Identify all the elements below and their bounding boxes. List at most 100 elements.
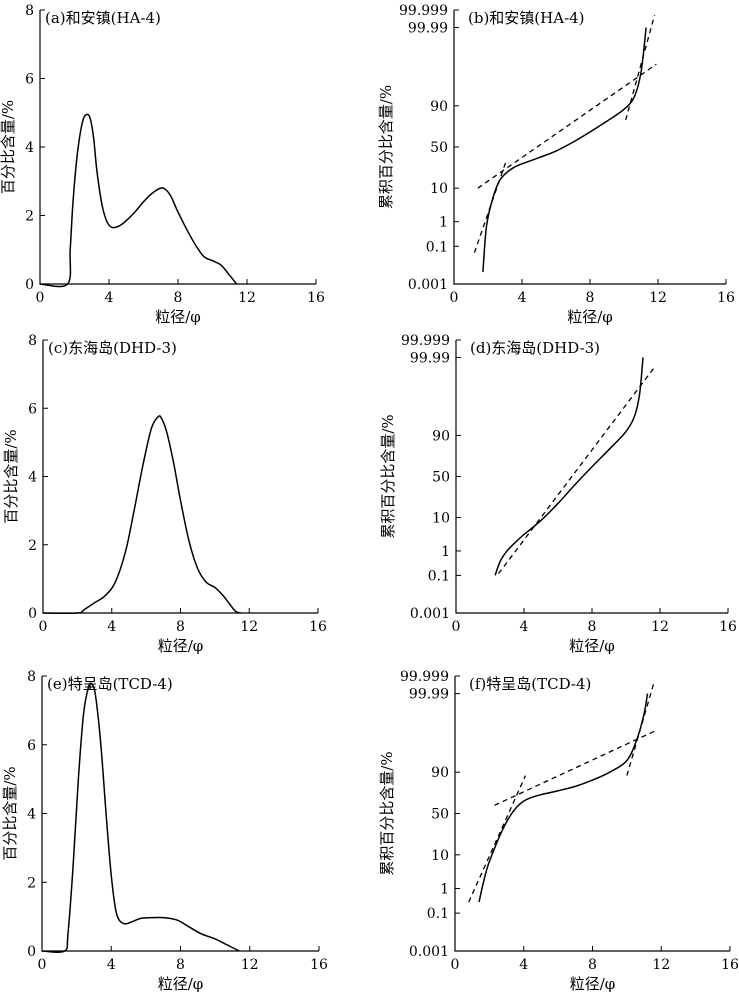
x-tick-label: 16 [721, 957, 739, 973]
y-tick-label: 50 [431, 807, 449, 823]
x-tick-label: 8 [588, 957, 597, 973]
y-tick-label: 0.1 [428, 568, 450, 584]
y-tick-label: 4 [28, 470, 37, 486]
series-line [39, 113, 238, 288]
x-tick-label: 12 [241, 957, 259, 973]
x-axis-label: 粒径/φ [158, 637, 204, 655]
fit-line [468, 775, 527, 903]
y-tick-label: 6 [25, 72, 34, 88]
x-tick-label: 16 [309, 619, 327, 635]
x-axis-label: 粒径/φ [567, 308, 613, 326]
axes-frame [454, 676, 730, 952]
y-tick-label: 99.99 [410, 350, 450, 366]
x-tick-label: 8 [588, 619, 597, 635]
y-tick-label: 2 [28, 538, 37, 554]
x-tick-label: 12 [240, 619, 258, 635]
y-axis-label: 百分比含量/% [0, 100, 17, 194]
panel-title: (c)东海岛(DHD-3) [48, 339, 177, 357]
y-tick-label: 99.999 [399, 3, 448, 19]
x-axis-label: 粒径/φ [155, 308, 201, 326]
x-tick-label: 16 [717, 290, 735, 306]
x-axis-label: 粒径/φ [570, 975, 616, 993]
x-tick-label: 12 [651, 619, 669, 635]
y-tick-label: 10 [430, 181, 448, 197]
y-tick-label: 0.001 [408, 277, 448, 293]
y-tick-label: 99.99 [409, 687, 449, 703]
panel-title: (e)特呈岛(TCD-4) [47, 675, 173, 693]
y-tick-label: 8 [28, 333, 37, 349]
fit-line [473, 159, 508, 253]
y-tick-label: 10 [431, 848, 449, 864]
x-tick-label: 4 [518, 290, 527, 306]
panel-title: (d)东海岛(DHD-3) [470, 339, 600, 357]
axes-frame [453, 10, 726, 285]
y-axis-label: 累积百分比含量/% [379, 414, 397, 538]
x-tick-label: 4 [107, 619, 116, 635]
x-tick-label: 0 [450, 290, 459, 306]
panel-a: 0 4 8 12 16 0 2 4 6 8 (a)和安镇(HA-4) 粒径/φ 百分比含量/% [0, 3, 325, 326]
y-tick-label: 0.001 [410, 606, 450, 622]
axes-frame [42, 340, 318, 614]
panel-c: 0 4 8 12 16 0 2 4 6 8 (c)东海岛(DHD-3) 粒径/φ 百分比含量/% [2, 333, 327, 655]
y-tick-label: 10 [432, 511, 450, 527]
x-tick-label: 0 [451, 957, 460, 973]
x-axis-label: 粒径/φ [158, 975, 204, 993]
y-tick-label: 50 [430, 140, 448, 156]
y-tick-label: 90 [431, 765, 449, 781]
fit-line [625, 14, 656, 121]
series-line [494, 357, 644, 576]
series-line [478, 693, 649, 903]
y-tick-label: 90 [430, 99, 448, 115]
panel-b: 0 4 8 12 16 0.001 0.1 1 10 50 90 99.99 99.999 (b)和安镇(… [377, 3, 735, 326]
series-line [42, 415, 241, 615]
y-tick-label: 0.1 [427, 906, 449, 922]
x-tick-label: 4 [519, 957, 528, 973]
fit-line [477, 63, 657, 189]
x-tick-label: 12 [652, 957, 670, 973]
x-tick-label: 4 [107, 957, 116, 973]
x-tick-label: 8 [176, 957, 185, 973]
x-tick-label: 12 [238, 290, 256, 306]
y-tick-label: 4 [25, 140, 34, 156]
x-tick-label: 12 [649, 290, 667, 306]
y-tick-label: 99.999 [400, 669, 449, 685]
y-tick-label: 0.1 [426, 239, 448, 255]
x-tick-label: 0 [38, 957, 47, 973]
y-axis-label: 百分比含量/% [1, 766, 19, 860]
y-tick-label: 6 [27, 738, 36, 754]
y-tick-label: 8 [25, 3, 34, 19]
x-tick-label: 4 [105, 290, 114, 306]
y-axis-label: 百分比含量/% [2, 429, 20, 523]
panel-f: 0 4 8 12 16 0.001 0.1 1 10 50 90 99.99 99.999 (f)特呈岛(… [378, 669, 739, 993]
y-tick-label: 8 [27, 669, 36, 685]
x-tick-label: 8 [586, 290, 595, 306]
x-tick-label: 16 [310, 957, 328, 973]
x-tick-label: 0 [39, 619, 48, 635]
y-tick-label: 1 [441, 544, 450, 560]
series-line [41, 682, 240, 954]
y-tick-label: 1 [439, 215, 448, 231]
y-tick-label: 2 [25, 209, 34, 225]
y-tick-label: 2 [27, 875, 36, 891]
y-tick-label: 0 [25, 277, 34, 293]
y-axis-label: 累积百分比含量/% [377, 85, 395, 209]
x-tick-label: 0 [36, 290, 45, 306]
panel-e: 0 4 8 12 16 0 2 4 6 8 (e)特呈岛(TCD-4) 粒径/φ 百分比含量/% [1, 669, 328, 993]
fit-line [497, 366, 656, 575]
x-axis-label: 粒径/φ [569, 637, 615, 655]
x-tick-label: 0 [452, 619, 461, 635]
y-axis-label: 累积百分比含量/% [378, 751, 396, 875]
panel-title: (f)特呈岛(TCD-4) [469, 675, 591, 693]
x-tick-label: 16 [719, 619, 737, 635]
x-tick-label: 8 [174, 290, 183, 306]
series-line [482, 27, 647, 273]
y-tick-label: 6 [28, 401, 37, 417]
panel-title: (b)和安镇(HA-4) [468, 9, 585, 27]
y-tick-label: 0 [28, 606, 37, 622]
fit-line [494, 729, 657, 806]
y-tick-label: 90 [432, 428, 450, 444]
y-tick-label: 0 [27, 944, 36, 960]
fit-line [626, 680, 655, 776]
